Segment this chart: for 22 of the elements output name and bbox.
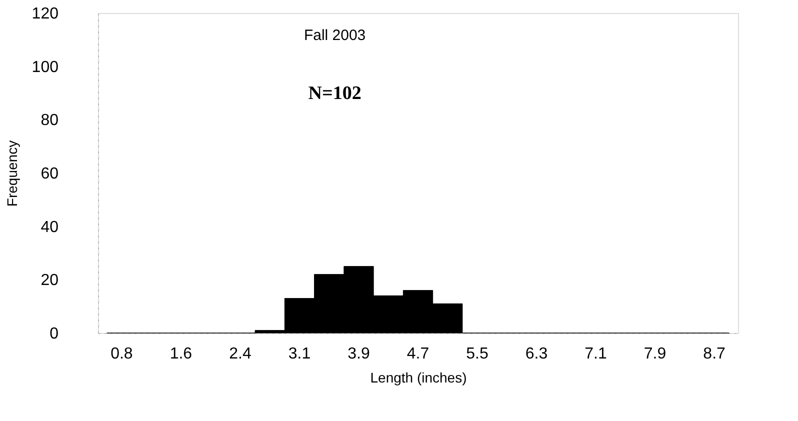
- x-tick-label: 6.3: [525, 346, 548, 362]
- x-tick-label: 0.8: [110, 346, 133, 362]
- annotation: N=102: [308, 83, 362, 104]
- y-tick-label: 60: [40, 166, 59, 182]
- x-tick-label: 7.1: [584, 346, 607, 362]
- y-tick-label: 120: [32, 6, 59, 22]
- x-tick-label: 3.9: [348, 346, 370, 362]
- y-tick-label: 100: [32, 58, 59, 76]
- x-tick-label: 5.5: [466, 346, 488, 362]
- x-tick-label: 3.1: [288, 346, 311, 362]
- x-tick-label: 7.9: [644, 346, 666, 362]
- annotation: Fall 2003: [304, 27, 366, 44]
- x-axis-title: Length (inches): [370, 370, 467, 386]
- y-tick-label: 20: [40, 272, 59, 290]
- y-tick-label: 80: [40, 112, 59, 130]
- x-tick-label: 1.6: [170, 346, 192, 362]
- y-axis-title: Frequency: [4, 140, 20, 207]
- y-tick-label: 40: [40, 218, 59, 236]
- x-tick-label: 4.7: [406, 346, 430, 362]
- y-tick-label: 0: [50, 326, 59, 342]
- x-tick-label: 8.7: [703, 346, 726, 362]
- x-tick-label: 2.4: [229, 346, 252, 362]
